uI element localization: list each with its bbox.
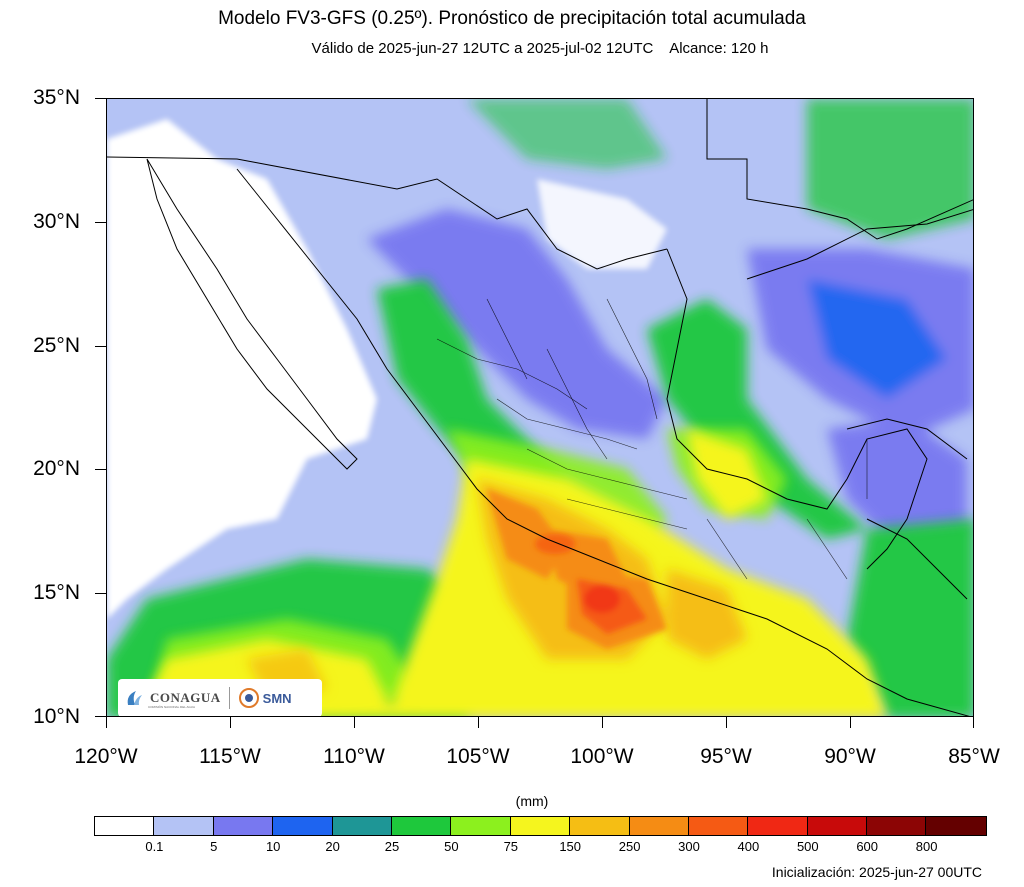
lon-label-90: 90°W [824, 745, 876, 768]
colorbar-label: 75 [503, 839, 519, 854]
colorbar-label: 50 [444, 839, 459, 854]
lon-tick-120 [106, 717, 107, 728]
colorbar-label: 300 [678, 839, 700, 854]
lon-label-115: 115°W [199, 745, 261, 768]
colorbar-label: 800 [915, 839, 938, 854]
lat-tick-20 [95, 469, 106, 470]
state-borders [436, 298, 868, 580]
colorbar-swatch [629, 817, 689, 835]
colorbar [94, 816, 987, 836]
lat-label-20: 20°N [33, 457, 80, 480]
lon-label-110: 110°W [323, 745, 385, 768]
colorbar-swatch [510, 817, 571, 835]
colorbar-swatch [688, 817, 749, 835]
colorbar-label: 0.1 [145, 839, 164, 854]
logo-separator [228, 687, 230, 709]
lat-label-10: 10°N [33, 705, 80, 728]
coastlines [107, 99, 973, 716]
colorbar-label: 600 [856, 839, 879, 854]
colorbar-swatch [391, 817, 452, 835]
colorbar-swatch [867, 817, 927, 835]
colorbar-swatch [332, 817, 392, 835]
lat-tick-10 [95, 716, 106, 717]
lat-label-35: 35°N [33, 86, 80, 109]
lon-label-120: 120°W [74, 745, 138, 768]
lon-tick-115 [230, 717, 231, 728]
map-subtitle: Válido de 2025-jun-27 12UTC a 2025-jul-0… [311, 40, 769, 57]
colorbar-swatch [154, 817, 214, 835]
colorbar-swatch [451, 817, 511, 835]
lat-tick-25 [95, 346, 106, 347]
colorbar-label: 25 [384, 839, 400, 854]
smn-logo-text: SMN [262, 690, 292, 706]
lon-tick-110 [354, 717, 355, 728]
map-title: Modelo FV3-GFS (0.25º). Pronóstico de pr… [218, 8, 806, 29]
precipitation-map: CONAGUA COMISIÓN NACIONAL DEL AGUA SMN [106, 98, 974, 717]
colorbar-label: 5 [210, 839, 218, 854]
conagua-logo-icon [127, 691, 142, 705]
colorbar-swatch [926, 817, 986, 835]
lat-label-15: 15°N [33, 581, 80, 604]
lon-tick-85 [973, 717, 974, 728]
conagua-logo-subtext: COMISIÓN NACIONAL DEL AGUA [148, 705, 195, 709]
lon-tick-100 [602, 717, 603, 728]
colorbar-units: (mm) [515, 793, 549, 809]
lat-label-25: 25°N [33, 334, 80, 357]
initialization-time: Inicialización: 2025-jun-27 00UTC [771, 864, 982, 880]
precipitation-field [107, 99, 973, 716]
lat-tick-15 [95, 593, 106, 594]
lat-tick-30 [95, 222, 106, 223]
colorbar-label: 500 [796, 839, 819, 854]
conagua-logo-text: CONAGUA [150, 690, 221, 705]
colorbar-label: 20 [325, 839, 340, 854]
lon-label-105: 105°W [446, 745, 510, 768]
lon-label-85: 85°W [948, 745, 1000, 768]
lon-tick-95 [726, 717, 727, 728]
agency-logos: CONAGUA COMISIÓN NACIONAL DEL AGUA SMN [118, 679, 322, 716]
colorbar-swatch [95, 817, 155, 835]
lon-label-100: 100°W [570, 745, 634, 768]
colorbar-swatch [273, 817, 333, 835]
colorbar-swatch [213, 817, 274, 835]
colorbar-label: 250 [618, 839, 641, 854]
colorbar-swatch [748, 817, 808, 835]
lon-tick-90 [850, 717, 851, 728]
lon-tick-105 [478, 717, 479, 728]
colorbar-label: 400 [737, 839, 760, 854]
lat-tick-35 [95, 98, 106, 99]
colorbar-label: 10 [265, 839, 281, 854]
colorbar-swatch [807, 817, 868, 835]
smn-logo-icon [238, 688, 259, 708]
colorbar-swatch [570, 817, 630, 835]
lon-label-95: 95°W [700, 745, 752, 768]
lat-label-30: 30°N [33, 210, 80, 233]
colorbar-label: 150 [559, 839, 582, 854]
